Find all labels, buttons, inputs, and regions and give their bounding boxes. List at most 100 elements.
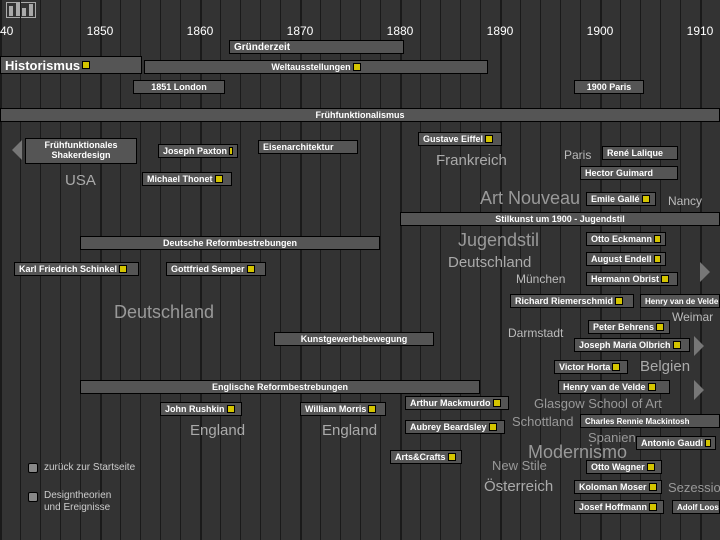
nav-title[interactable]: Designtheorien und Ereignisse bbox=[28, 490, 111, 514]
marker-icon bbox=[615, 297, 623, 305]
bar-paxton[interactable]: Joseph Paxton bbox=[158, 144, 238, 158]
bar-label: Koloman Moser bbox=[579, 482, 647, 492]
marker-icon bbox=[247, 265, 255, 273]
logo-icon bbox=[6, 2, 36, 18]
bar-label: Eisenarchitektur bbox=[263, 142, 334, 152]
bar-eisen[interactable]: Eisenarchitektur bbox=[258, 140, 358, 154]
year-label: 1910 bbox=[687, 24, 714, 38]
nav-dot-icon bbox=[28, 463, 38, 473]
bar-historismus[interactable]: Historismus bbox=[0, 56, 142, 74]
bar-fruehfunktionalismus[interactable]: Frühfunktionalismus bbox=[0, 108, 720, 122]
label-nancy: Nancy bbox=[668, 194, 702, 208]
marker-icon bbox=[656, 323, 664, 331]
bar-label: John Rushkin bbox=[165, 404, 225, 414]
bar-horta[interactable]: Victor Horta bbox=[554, 360, 628, 374]
bar-hoffmann[interactable]: Josef Hoffmann bbox=[574, 500, 664, 514]
bar-mackmurdo[interactable]: Arthur Mackmurdo bbox=[405, 396, 509, 410]
bar-riemerschmid[interactable]: Richard Riemerschmid bbox=[510, 294, 634, 308]
bar-label: Deutsche Reformbestrebungen bbox=[163, 238, 297, 248]
bar-artscrafts[interactable]: Arts&Crafts bbox=[390, 450, 462, 464]
bar-deutsche-reform[interactable]: Deutsche Reformbestrebungen bbox=[80, 236, 380, 250]
marker-icon bbox=[661, 275, 669, 283]
label-belgien: Belgien bbox=[640, 358, 690, 375]
bar-label: Gustave Eiffel bbox=[423, 134, 483, 144]
bar-moser[interactable]: Koloman Moser bbox=[574, 480, 662, 494]
bar-loos[interactable]: Adolf Loos bbox=[672, 500, 720, 514]
bar-guimard[interactable]: Hector Guimard bbox=[580, 166, 678, 180]
nav-back[interactable]: zurück zur Startseite bbox=[28, 462, 135, 473]
bar-label: Henry van de Velde bbox=[645, 297, 718, 306]
bar-label: Peter Behrens bbox=[593, 322, 654, 332]
bar-label: Arthur Mackmurdo bbox=[410, 398, 491, 408]
label-newstile: New Stile bbox=[492, 458, 547, 473]
bar-label: Richard Riemerschmid bbox=[515, 296, 613, 306]
bar-gruenderzeit[interactable]: Gründerzeit bbox=[229, 40, 404, 54]
caret-left-icon[interactable] bbox=[12, 140, 22, 160]
bar-label: Joseph Maria Olbrich bbox=[579, 340, 671, 350]
bar-rushkin[interactable]: John Rushkin bbox=[160, 402, 242, 416]
bar-label: Historismus bbox=[5, 58, 80, 73]
bar-obrist[interactable]: Hermann Obrist bbox=[586, 272, 678, 286]
year-label: 1870 bbox=[287, 24, 314, 38]
bar-london-1851[interactable]: 1851 London bbox=[133, 80, 225, 94]
marker-icon bbox=[227, 405, 235, 413]
bar-englische-reform[interactable]: Englische Reformbestrebungen bbox=[80, 380, 480, 394]
label-weimar: Weimar bbox=[672, 310, 713, 324]
label-england1: England bbox=[190, 422, 245, 439]
label-darmstadt: Darmstadt bbox=[508, 326, 563, 340]
marker-icon bbox=[489, 423, 497, 431]
bar-stilkunst[interactable]: Stilkunst um 1900 - Jugendstil bbox=[400, 212, 720, 226]
bar-gaudi[interactable]: Antonio Gaudi bbox=[636, 436, 716, 450]
bar-paris-1900[interactable]: 1900 Paris bbox=[574, 80, 644, 94]
bar-galle[interactable]: Emile Gallé bbox=[586, 192, 656, 206]
bar-endell[interactable]: August Endell bbox=[586, 252, 666, 266]
year-label: 1850 bbox=[87, 24, 114, 38]
marker-icon bbox=[485, 135, 493, 143]
bar-label: Aubrey Beardsley bbox=[410, 422, 487, 432]
caret-right-icon[interactable] bbox=[694, 380, 704, 400]
bar-label: Englische Reformbestrebungen bbox=[212, 382, 348, 392]
label-jugendstil: Jugendstil bbox=[458, 230, 539, 251]
caret-right-icon[interactable] bbox=[694, 336, 704, 356]
bar-label: Henry van de Velde bbox=[563, 382, 646, 392]
bar-beardsley[interactable]: Aubrey Beardsley bbox=[405, 420, 505, 434]
bar-label: Emile Gallé bbox=[591, 194, 640, 204]
bar-label: Otto Eckmann bbox=[591, 234, 652, 244]
bar-morris[interactable]: William Morris bbox=[300, 402, 386, 416]
marker-icon bbox=[654, 235, 661, 243]
nav-dot-icon bbox=[28, 492, 38, 502]
label-frankreich: Frankreich bbox=[436, 152, 507, 169]
year-label: 1860 bbox=[187, 24, 214, 38]
bar-eiffel[interactable]: Gustave Eiffel bbox=[418, 132, 502, 146]
bar-kunstgewerbe[interactable]: Kunstgewerbebewegung bbox=[274, 332, 434, 346]
marker-icon bbox=[673, 341, 681, 349]
bar-shaker[interactable]: Frühfunktionales Shakerdesign bbox=[25, 138, 137, 164]
bar-olbrich[interactable]: Joseph Maria Olbrich bbox=[574, 338, 690, 352]
bar-label: Karl Friedrich Schinkel bbox=[19, 264, 117, 274]
bar-weltausstellungen[interactable]: Weltausstellungen bbox=[144, 60, 488, 74]
marker-icon bbox=[705, 439, 711, 447]
bar-thonet[interactable]: Michael Thonet bbox=[142, 172, 232, 186]
marker-icon bbox=[229, 147, 233, 155]
nav-title-label: Designtheorien und Ereignisse bbox=[44, 490, 111, 514]
bar-lalique[interactable]: René Lalique bbox=[602, 146, 678, 160]
marker-icon bbox=[647, 463, 655, 471]
marker-icon bbox=[642, 195, 650, 203]
nav-back-label: zurück zur Startseite bbox=[44, 462, 135, 473]
bar-label: 1900 Paris bbox=[587, 82, 632, 92]
bar-label: René Lalique bbox=[607, 148, 663, 158]
caret-right-icon[interactable] bbox=[700, 262, 710, 282]
bar-mackintosh[interactable]: Charles Rennie Mackintosh bbox=[580, 414, 720, 428]
bar-vandevelde1[interactable]: Henry van de Velde bbox=[640, 294, 720, 308]
label-schottland: Schottland bbox=[512, 414, 573, 429]
bar-label: Hector Guimard bbox=[585, 168, 653, 178]
marker-icon bbox=[82, 61, 90, 69]
bar-vandevelde2[interactable]: Henry van de Velde bbox=[558, 380, 670, 394]
bar-schinkel[interactable]: Karl Friedrich Schinkel bbox=[14, 262, 139, 276]
marker-icon bbox=[648, 383, 656, 391]
label-sezession: Sezession bbox=[668, 480, 720, 495]
bar-eckmann[interactable]: Otto Eckmann bbox=[586, 232, 666, 246]
bar-behrens[interactable]: Peter Behrens bbox=[588, 320, 670, 334]
bar-semper[interactable]: Gottfried Semper bbox=[166, 262, 266, 276]
label-muenchen: München bbox=[516, 272, 565, 286]
